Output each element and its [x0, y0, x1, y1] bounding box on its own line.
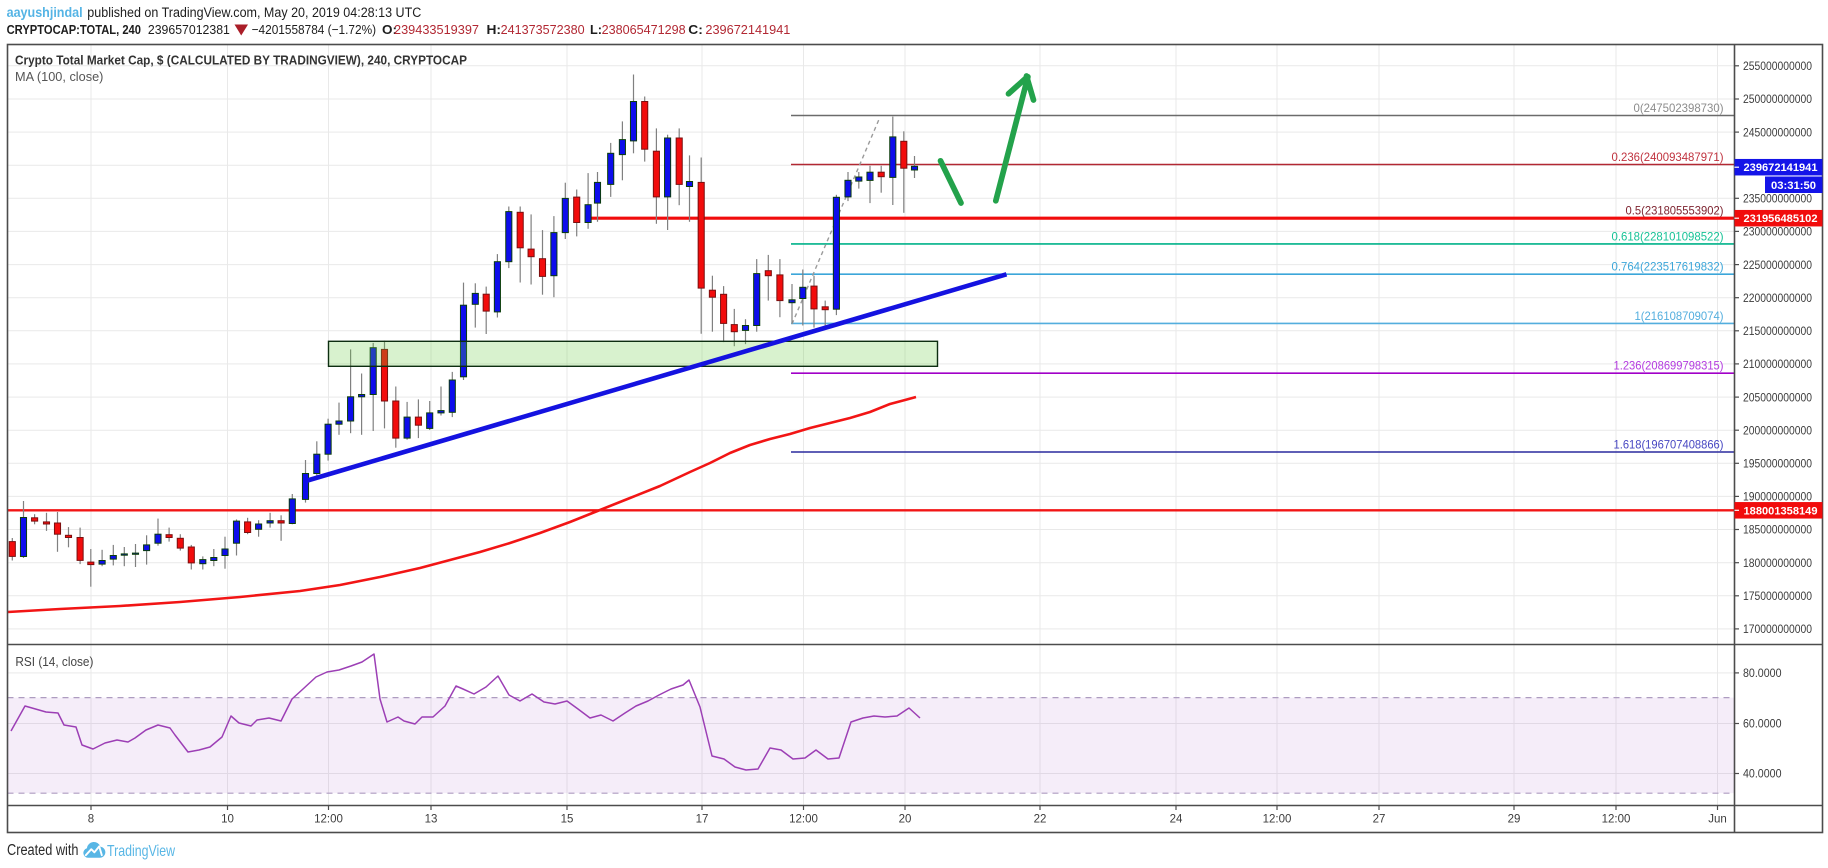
svg-text:230000000000: 230000000000: [1743, 227, 1812, 239]
svg-text:C:: C:: [688, 22, 703, 37]
svg-text:241373572380: 241373572380: [501, 22, 585, 37]
svg-text:239672141941: 239672141941: [1744, 162, 1818, 174]
svg-text:239672141941: 239672141941: [705, 22, 790, 37]
svg-text:12:00: 12:00: [1602, 814, 1631, 826]
svg-text:17: 17: [696, 814, 709, 826]
svg-text:200000000000: 200000000000: [1743, 425, 1812, 437]
svg-text:20: 20: [899, 814, 912, 826]
svg-text:40.0000: 40.0000: [1743, 769, 1782, 781]
svg-text:12:00: 12:00: [1263, 814, 1292, 826]
svg-text:12:00: 12:00: [789, 814, 818, 826]
svg-text:Created with: Created with: [7, 842, 79, 859]
svg-text:TradingView: TradingView: [107, 843, 175, 860]
svg-text:12:00: 12:00: [314, 814, 343, 826]
svg-text:0.5(231805553902): 0.5(231805553902): [1626, 205, 1724, 218]
svg-text:15: 15: [561, 814, 574, 826]
svg-text:13: 13: [425, 814, 438, 826]
svg-text:aayushjindal: aayushjindal: [7, 5, 83, 20]
svg-text:Jun: Jun: [1708, 814, 1727, 826]
svg-text:24: 24: [1170, 814, 1183, 826]
svg-text:MA (100, close): MA (100, close): [15, 69, 103, 84]
svg-text:Crypto Total Market Cap, $ (CA: Crypto Total Market Cap, $ (CALCULATED B…: [15, 53, 467, 68]
svg-text:215000000000: 215000000000: [1743, 326, 1812, 338]
svg-text:175000000000: 175000000000: [1743, 591, 1812, 603]
svg-text:239433519397: 239433519397: [394, 22, 479, 37]
svg-text:235000000000: 235000000000: [1743, 194, 1812, 206]
svg-text:239657012381: 239657012381: [148, 22, 230, 37]
svg-text:RSI (14, close): RSI (14, close): [15, 654, 93, 669]
svg-text:0.764(223517619832): 0.764(223517619832): [1612, 261, 1724, 274]
svg-text:185000000000: 185000000000: [1743, 525, 1812, 537]
svg-text:O:: O:: [382, 22, 397, 37]
svg-text:0.236(240093487971): 0.236(240093487971): [1612, 151, 1724, 164]
svg-text:231956485102: 231956485102: [1744, 213, 1818, 225]
svg-text:0(247502398730): 0(247502398730): [1634, 102, 1724, 115]
svg-text:245000000000: 245000000000: [1743, 127, 1812, 139]
svg-text:195000000000: 195000000000: [1743, 459, 1812, 471]
svg-text:−4201558784 (−1.72%): −4201558784 (−1.72%): [252, 22, 377, 37]
svg-text:60.0000: 60.0000: [1743, 719, 1782, 731]
svg-text:L:: L:: [590, 22, 602, 37]
svg-text:H:: H:: [487, 22, 502, 37]
svg-text:29: 29: [1508, 814, 1521, 826]
svg-text:1(216108709074): 1(216108709074): [1635, 310, 1724, 323]
svg-text:22: 22: [1034, 814, 1047, 826]
svg-text:255000000000: 255000000000: [1743, 61, 1812, 73]
svg-text:225000000000: 225000000000: [1743, 260, 1812, 272]
svg-text:188001358149: 188001358149: [1744, 505, 1818, 517]
svg-text:published on TradingView.com,: published on TradingView.com, May 20, 20…: [87, 5, 421, 20]
svg-text:10: 10: [221, 814, 234, 826]
svg-text:220000000000: 220000000000: [1743, 293, 1812, 305]
svg-text:210000000000: 210000000000: [1743, 359, 1812, 371]
svg-text:03:31:50: 03:31:50: [1771, 180, 1816, 192]
svg-text:250000000000: 250000000000: [1743, 94, 1812, 106]
svg-text:238065471298: 238065471298: [602, 22, 686, 37]
svg-text:205000000000: 205000000000: [1743, 392, 1812, 404]
svg-text:1.618(196707408866): 1.618(196707408866): [1614, 439, 1724, 452]
svg-text:0.618(228101098522): 0.618(228101098522): [1612, 230, 1724, 243]
svg-text:27: 27: [1373, 814, 1386, 826]
svg-text:180000000000: 180000000000: [1743, 558, 1812, 570]
svg-text:170000000000: 170000000000: [1743, 624, 1812, 636]
svg-text:8: 8: [88, 814, 94, 826]
svg-text:80.0000: 80.0000: [1743, 668, 1782, 680]
svg-text:1.236(208699798315): 1.236(208699798315): [1614, 360, 1724, 373]
svg-text:190000000000: 190000000000: [1743, 492, 1812, 504]
svg-text:CRYPTOCAP:TOTAL, 240: CRYPTOCAP:TOTAL, 240: [7, 22, 141, 37]
